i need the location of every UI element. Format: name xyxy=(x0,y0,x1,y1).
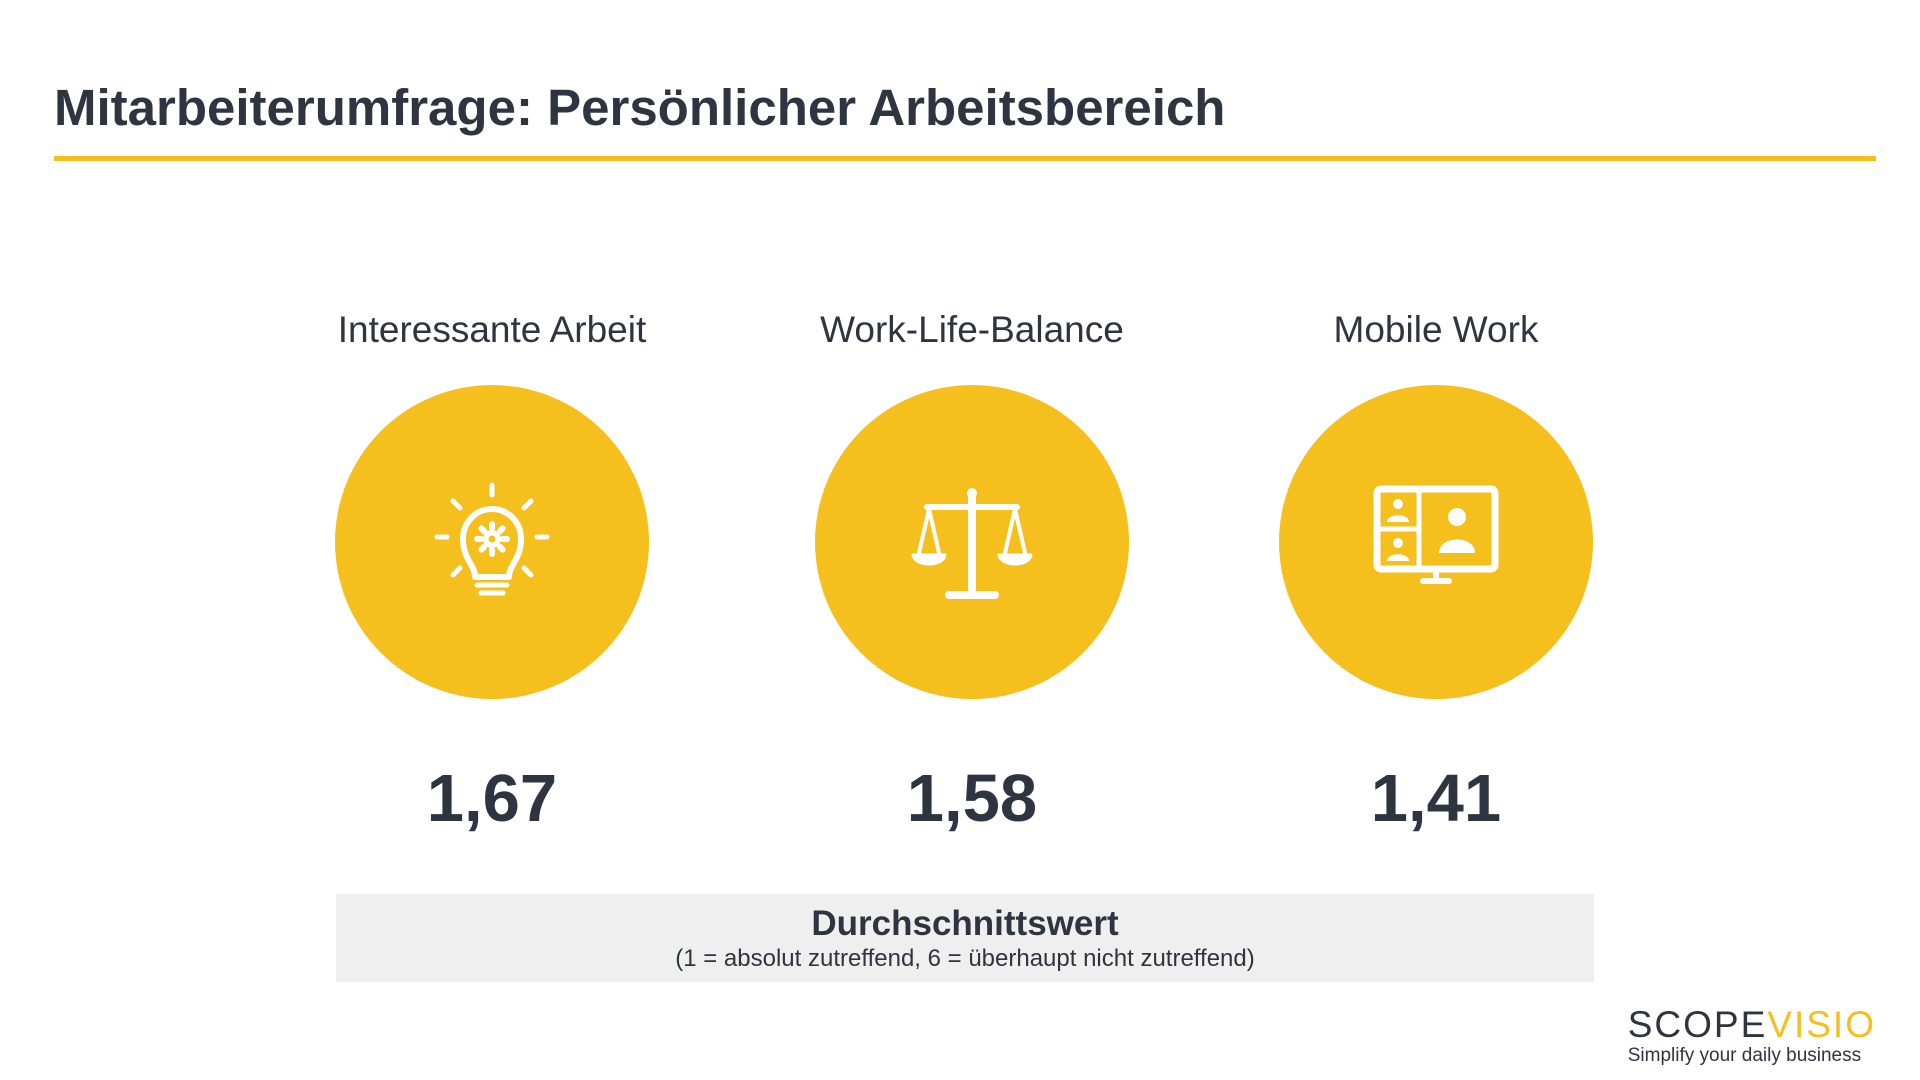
metric-label: Interessante Arbeit xyxy=(337,309,647,350)
metric-interessante-arbeit: Interessante Arbeit xyxy=(252,300,732,839)
metric-circle xyxy=(335,385,649,699)
legend-box: Durchschnittswert (1 = absolut zutreffen… xyxy=(336,894,1594,982)
balance-scale-icon xyxy=(911,488,1033,599)
brand-name-part2: VISIO xyxy=(1767,1004,1876,1045)
brand-name-part1: SCOPE xyxy=(1627,1004,1768,1045)
metric-value: 1,67 xyxy=(426,761,558,836)
legend-title: Durchschnittswert xyxy=(811,904,1119,943)
lightbulb-gear-icon xyxy=(434,482,550,596)
brand-tagline: Simplify your daily business xyxy=(1627,1045,1862,1066)
metric-value: 1,41 xyxy=(1370,761,1502,836)
brand-name: SCOPEVISIO xyxy=(1628,1005,1876,1045)
metric-label: Mobile Work xyxy=(1333,309,1539,350)
title-underline xyxy=(54,156,1876,161)
video-conference-monitor-icon xyxy=(1373,485,1499,584)
metric-label: Work-Life-Balance xyxy=(820,309,1124,350)
metric-circle xyxy=(1279,385,1593,699)
brand-logo: SCOPEVISIO Simplify your daily business xyxy=(1628,1005,1876,1067)
metric-circle xyxy=(815,385,1129,699)
page-title: Mitarbeiterumfrage: Persönlicher Arbeits… xyxy=(54,79,1226,136)
metric-work-life-balance: Work-Life-Balance 1,58 xyxy=(732,300,1212,839)
metric-mobile-work: Mobile Work 1,41 xyxy=(1196,300,1676,839)
legend-subtitle: (1 = absolut zutreffend, 6 = überhaupt n… xyxy=(675,945,1255,972)
metric-value: 1,58 xyxy=(906,761,1038,836)
